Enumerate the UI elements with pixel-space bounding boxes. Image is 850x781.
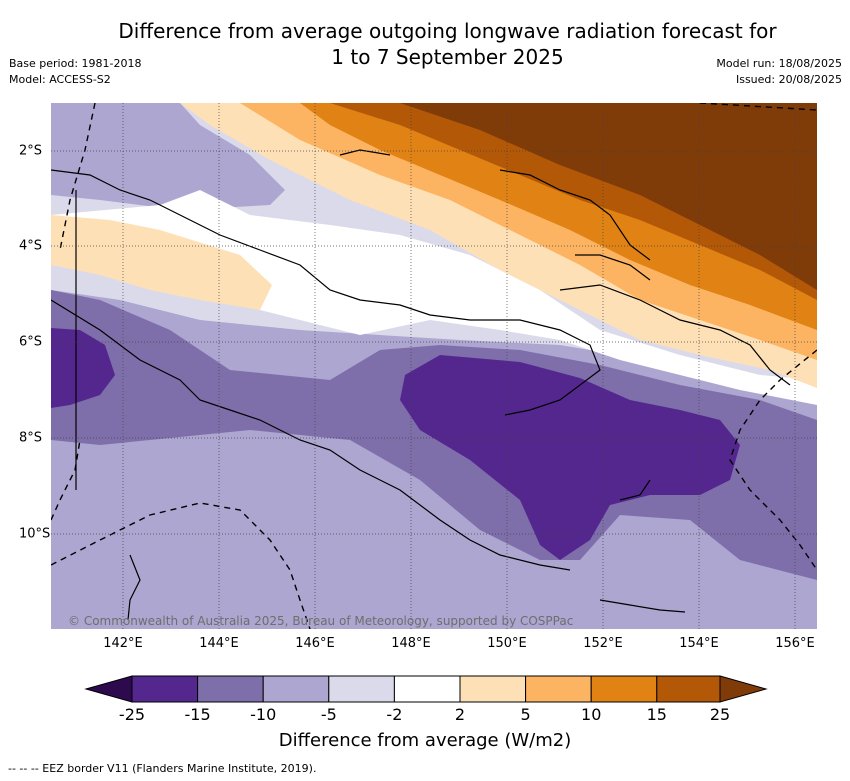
eez-footnote: -- -- -- EEZ border V11 (Flanders Marine…	[8, 762, 317, 775]
colorbar-tick: 10	[581, 705, 602, 724]
colorbar	[84, 675, 768, 703]
colorbar-bin-8	[590, 675, 658, 703]
band-minus-10-to-5-north	[51, 103, 285, 210]
model-run-text: Model run: 18/08/2025	[716, 57, 842, 70]
x-tick-154e: 154°E	[679, 636, 719, 651]
y-tick-6s: 6°S	[19, 334, 43, 350]
colorbar-bin-1	[131, 675, 199, 703]
colorbar-bin-9	[656, 675, 721, 703]
band-2-to-5-west	[51, 215, 272, 310]
colorbar-tick: -5	[320, 705, 337, 724]
anomaly-map	[51, 103, 817, 629]
colorbar-label: Difference from average (W/m2)	[278, 730, 572, 751]
colorbar-tick: 5	[520, 705, 531, 724]
map-title: Difference from average outgoing longwav…	[0, 18, 850, 70]
base-period-text: Base period: 1981-2018	[9, 57, 142, 70]
title-line-1: Difference from average outgoing longwav…	[118, 19, 777, 43]
colorbar-tick: 25	[709, 705, 731, 724]
colorbar-bin-6	[459, 675, 527, 703]
x-tick-148e: 148°E	[391, 636, 431, 651]
colorbar-tick: -25	[118, 705, 146, 724]
band-minus-25-to-15-west	[51, 328, 115, 408]
y-tick-2s: 2°S	[19, 143, 43, 159]
x-tick-152e: 152°E	[583, 636, 623, 651]
colorbar-tick: -2	[386, 705, 403, 724]
meta-right: Model run: 18/08/2025 Issued: 20/08/2025	[716, 56, 842, 88]
x-tick-156e: 156°E	[775, 636, 815, 651]
colorbar-tick: 15	[646, 705, 667, 724]
x-tick-150e: 150°E	[487, 636, 527, 651]
colorbar-bin-2	[197, 675, 264, 703]
colorbar-bin-4	[328, 675, 395, 703]
colorbar-min-arrow	[84, 675, 133, 703]
x-tick-144e: 144°E	[199, 636, 239, 651]
band-minus-25-to-15-solomon	[400, 355, 740, 560]
y-tick-10s: 10°S	[19, 526, 51, 542]
meta-left: Base period: 1981-2018 Model: ACCESS-S2	[9, 56, 141, 88]
copyright-notice: © Commonwealth of Australia 2025, Bureau…	[68, 614, 574, 628]
y-tick-8s: 8°S	[19, 430, 43, 446]
band-over-25	[400, 103, 817, 290]
colorbar-bin-5	[393, 675, 461, 703]
model-text: Model: ACCESS-S2	[9, 73, 111, 86]
colorbar-tick: -15	[184, 705, 211, 724]
gridlines	[51, 103, 817, 629]
colorbar-tick: -10	[250, 705, 277, 724]
title-line-2: 1 to 7 September 2025	[331, 45, 564, 69]
colorbar-bin-7	[525, 675, 592, 703]
eez-borders	[51, 103, 817, 629]
colorbar-bin-3	[262, 675, 330, 703]
colorbar-max-arrow	[719, 675, 768, 703]
x-tick-142e: 142°E	[103, 636, 143, 651]
x-tick-146e: 146°E	[295, 636, 335, 651]
colorbar-tick: 2	[454, 705, 466, 724]
issued-text: Issued: 20/08/2025	[735, 73, 842, 86]
y-tick-4s: 4°S	[19, 238, 43, 254]
